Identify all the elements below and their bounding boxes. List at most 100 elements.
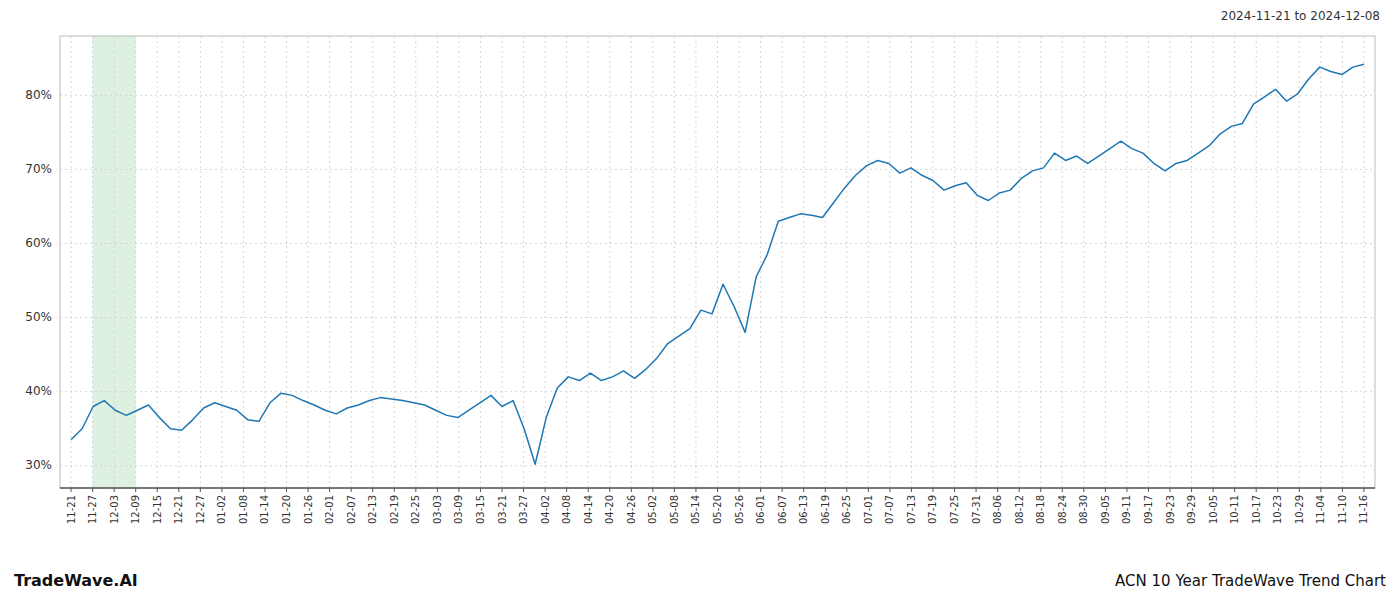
x-grid-line bbox=[588, 36, 589, 488]
x-grid-line bbox=[1191, 36, 1192, 488]
x-grid-line bbox=[92, 36, 93, 488]
x-tick-label: 02-07 bbox=[346, 495, 357, 524]
x-tick bbox=[976, 488, 977, 492]
x-tick bbox=[135, 488, 136, 492]
x-tick-label: 10-23 bbox=[1272, 495, 1283, 524]
trend-line bbox=[71, 64, 1364, 464]
x-tick-label: 07-19 bbox=[927, 495, 938, 524]
x-tick bbox=[782, 488, 783, 492]
grid bbox=[60, 36, 1375, 488]
x-tick bbox=[394, 488, 395, 492]
brand: TradeWave.AI bbox=[14, 571, 138, 590]
x-grid-line bbox=[1062, 36, 1063, 488]
x-tick-label: 06-07 bbox=[777, 495, 788, 524]
x-grid-line bbox=[954, 36, 955, 488]
plot-frame bbox=[60, 36, 1375, 488]
x-grid-line bbox=[782, 36, 783, 488]
x-tick-label: 06-25 bbox=[841, 495, 852, 524]
x-grid-line bbox=[1126, 36, 1127, 488]
x-tick-label: 09-17 bbox=[1143, 495, 1154, 524]
y-tick-label: 60% bbox=[25, 236, 52, 250]
x-grid-line bbox=[846, 36, 847, 488]
x-tick bbox=[221, 488, 222, 492]
x-grid-line bbox=[1277, 36, 1278, 488]
x-grid-line bbox=[264, 36, 265, 488]
x-tick bbox=[1342, 488, 1343, 492]
x-tick bbox=[889, 488, 890, 492]
x-tick-label: 01-26 bbox=[303, 495, 314, 524]
x-grid-line bbox=[652, 36, 653, 488]
x-tick bbox=[243, 488, 244, 492]
x-grid-line bbox=[1299, 36, 1300, 488]
x-grid-line bbox=[178, 36, 179, 488]
x-tick-label: 01-14 bbox=[259, 495, 270, 524]
x-grid-line bbox=[458, 36, 459, 488]
x-tick bbox=[545, 488, 546, 492]
x-tick-label: 10-29 bbox=[1294, 495, 1305, 524]
x-tick-label: 05-02 bbox=[647, 495, 658, 524]
x-tick-label: 10-11 bbox=[1229, 495, 1240, 524]
x-grid-line bbox=[566, 36, 567, 488]
x-tick bbox=[286, 488, 287, 492]
subtitle: 2024-11-21 to 2024-12-08 bbox=[1221, 9, 1380, 23]
x-tick-label: 04-02 bbox=[540, 495, 551, 524]
x-grid-line bbox=[415, 36, 416, 488]
chart: 30%40%50%60%70%80%11-2111-2712-0312-0912… bbox=[0, 0, 1400, 600]
x-tick bbox=[1126, 488, 1127, 492]
x-tick-label: 04-08 bbox=[561, 495, 572, 524]
x-tick bbox=[372, 488, 373, 492]
x-grid-line bbox=[674, 36, 675, 488]
x-tick bbox=[609, 488, 610, 492]
x-tick bbox=[502, 488, 503, 492]
x-grid-line bbox=[1342, 36, 1343, 488]
x-tick bbox=[997, 488, 998, 492]
x-tick-label: 08-06 bbox=[992, 495, 1003, 524]
x-tick bbox=[803, 488, 804, 492]
x-tick bbox=[1040, 488, 1041, 492]
x-tick bbox=[846, 488, 847, 492]
x-tick-label: 05-26 bbox=[734, 495, 745, 524]
x-grid-line bbox=[502, 36, 503, 488]
x-grid-line bbox=[308, 36, 309, 488]
y-tick-label: 30% bbox=[25, 458, 52, 472]
x-tick bbox=[1234, 488, 1235, 492]
x-grid-line bbox=[351, 36, 352, 488]
x-tick bbox=[695, 488, 696, 492]
x-grid-line bbox=[1019, 36, 1020, 488]
x-grid-line bbox=[1363, 36, 1364, 488]
title: ACN 10 Year TradeWave Trend Chart bbox=[1115, 572, 1386, 590]
x-grid-line bbox=[739, 36, 740, 488]
x-tick bbox=[437, 488, 438, 492]
x-grid-line bbox=[200, 36, 201, 488]
x-tick bbox=[932, 488, 933, 492]
x-tick-label: 06-01 bbox=[755, 495, 766, 524]
x-grid-line bbox=[1170, 36, 1171, 488]
x-grid-line bbox=[329, 36, 330, 488]
x-tick bbox=[1105, 488, 1106, 492]
x-grid-line bbox=[803, 36, 804, 488]
x-grid-line bbox=[911, 36, 912, 488]
x-grid-line bbox=[437, 36, 438, 488]
x-tick bbox=[480, 488, 481, 492]
x-tick-label: 03-09 bbox=[453, 495, 464, 524]
x-tick bbox=[264, 488, 265, 492]
x-grid-line bbox=[997, 36, 998, 488]
x-grid-line bbox=[71, 36, 72, 488]
x-tick-label: 01-02 bbox=[216, 495, 227, 524]
x-tick-label: 05-20 bbox=[712, 495, 723, 524]
x-tick bbox=[308, 488, 309, 492]
x-tick bbox=[1062, 488, 1063, 492]
x-tick-label: 09-05 bbox=[1100, 495, 1111, 524]
x-grid-line bbox=[1105, 36, 1106, 488]
x-tick-label: 12-09 bbox=[130, 495, 141, 524]
x-tick bbox=[1256, 488, 1257, 492]
x-tick-label: 05-08 bbox=[669, 495, 680, 524]
x-grid-line bbox=[286, 36, 287, 488]
x-tick-label: 06-13 bbox=[798, 495, 809, 524]
x-tick-label: 08-18 bbox=[1035, 495, 1046, 524]
x-grid-line bbox=[135, 36, 136, 488]
x-tick-label: 12-27 bbox=[195, 495, 206, 524]
x-grid-line bbox=[157, 36, 158, 488]
x-tick-label: 06-19 bbox=[820, 495, 831, 524]
x-axis: 11-2111-2712-0312-0912-1512-2112-2701-02… bbox=[66, 488, 1370, 524]
